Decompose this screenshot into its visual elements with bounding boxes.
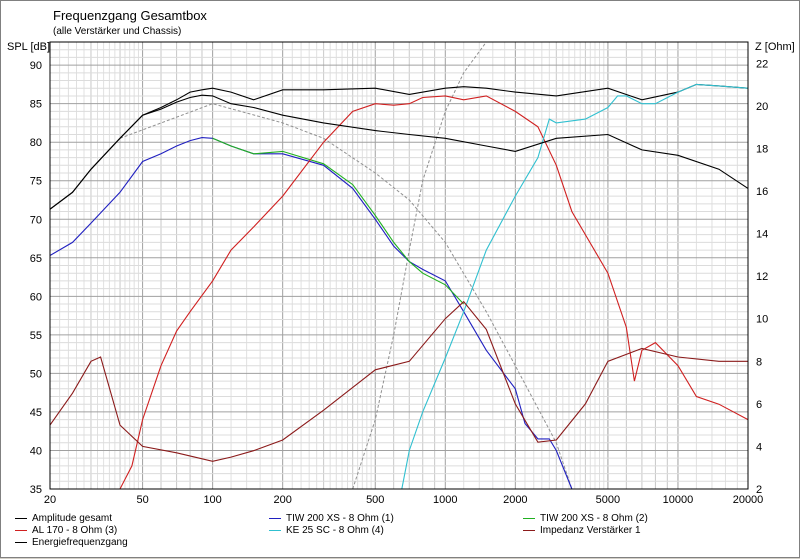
y2-tick-label: 20 xyxy=(756,101,768,113)
y-tick-label: 70 xyxy=(30,214,42,226)
legend-swatch xyxy=(15,541,27,543)
legend-item: AL 170 - 8 Ohm (3) xyxy=(15,525,117,536)
series-lines xyxy=(49,83,749,490)
legend: Amplitude gesamt AL 170 - 8 Ohm (3) Ener… xyxy=(1,511,800,559)
legend-swatch xyxy=(15,517,27,519)
guide-curve xyxy=(119,103,573,490)
series-line xyxy=(49,83,749,210)
tick-labels: 20 50 100 200 500 1000 2000 5000 10000 20000 35 40 4… xyxy=(30,58,769,506)
y-tick-label: 55 xyxy=(30,330,42,342)
plot-border xyxy=(49,41,749,490)
legend-swatch xyxy=(269,517,281,519)
x-tick-label: 1000 xyxy=(433,494,457,506)
x-tick-label: 100 xyxy=(203,494,221,506)
legend-item: TIW 200 XS - 8 Ohm (1) xyxy=(269,513,394,524)
y2-tick-label: 2 xyxy=(756,484,762,496)
y-tick-label: 85 xyxy=(30,99,42,111)
legend-swatch xyxy=(523,529,535,531)
x-tick-label: 2000 xyxy=(503,494,527,506)
series-line xyxy=(212,137,465,305)
x-tick-label: 200 xyxy=(273,494,291,506)
legend-item: Energiefrequenzgang xyxy=(15,537,128,548)
chart-title: Frequenzgang Gesamtbox xyxy=(53,8,207,23)
grid xyxy=(49,41,749,490)
x-tick-label: 5000 xyxy=(596,494,620,506)
series-line xyxy=(401,83,749,490)
x-tick-label: 20000 xyxy=(733,494,764,506)
guide-curve xyxy=(352,41,487,490)
series-line xyxy=(50,95,749,490)
y-tick-label: 75 xyxy=(30,176,42,188)
y-tick-label: 50 xyxy=(30,368,42,380)
legend-item: Amplitude gesamt xyxy=(15,513,112,524)
y2-tick-label: 12 xyxy=(756,271,768,283)
frequency-response-plot: 20 50 100 200 500 1000 2000 5000 10000 20000 35 40 4… xyxy=(30,41,769,506)
y2-axis-label: Z [Ohm] xyxy=(755,41,795,53)
y2-tick-label: 16 xyxy=(756,186,768,198)
y-tick-label: 35 xyxy=(30,484,42,496)
y2-tick-label: 10 xyxy=(756,314,768,326)
y2-tick-label: 8 xyxy=(756,356,762,368)
series-line xyxy=(49,94,749,210)
chart-subtitle: (alle Verstärker und Chassis) xyxy=(53,26,182,37)
y-tick-label: 65 xyxy=(30,253,42,265)
y-tick-label: 60 xyxy=(30,291,42,303)
x-tick-label: 10000 xyxy=(663,494,694,506)
y-tick-label: 45 xyxy=(30,407,42,419)
legend-item: TIW 200 XS - 8 Ohm (2) xyxy=(523,513,648,524)
series-line xyxy=(49,137,573,490)
y-axis-label: SPL [dB] xyxy=(7,41,51,53)
legend-swatch xyxy=(15,529,27,531)
legend-swatch xyxy=(523,517,535,519)
y-tick-label: 90 xyxy=(30,60,42,72)
y2-tick-label: 6 xyxy=(756,399,762,411)
x-tick-label: 20 xyxy=(44,494,56,506)
legend-item: KE 25 SC - 8 Ohm (4) xyxy=(269,525,384,536)
legend-swatch xyxy=(269,529,281,531)
series-line xyxy=(49,300,748,462)
y2-tick-label: 4 xyxy=(756,441,762,453)
x-tick-label: 50 xyxy=(136,494,148,506)
legend-item: Impedanz Verstärker 1 xyxy=(523,525,641,536)
y-tick-label: 40 xyxy=(30,445,42,457)
y2-tick-label: 18 xyxy=(756,143,768,155)
y2-tick-label: 22 xyxy=(756,58,768,70)
y2-tick-label: 14 xyxy=(756,229,768,241)
dashed-guides xyxy=(119,41,748,490)
x-tick-label: 500 xyxy=(366,494,384,506)
y-tick-label: 80 xyxy=(30,137,42,149)
